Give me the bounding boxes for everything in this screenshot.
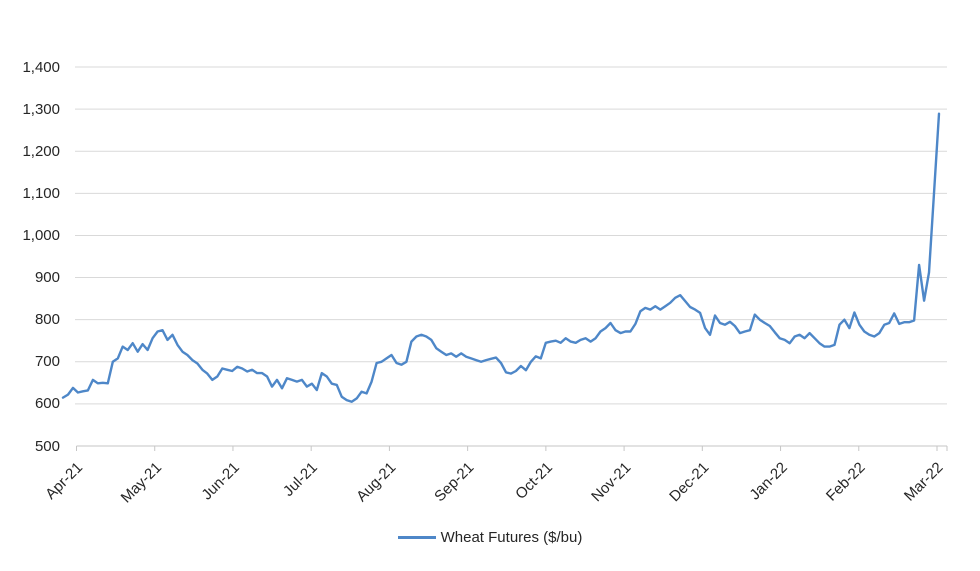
- y-axis-tick-label: 1,300: [22, 100, 60, 118]
- y-axis-tick-label: 700: [34, 353, 60, 371]
- y-axis-tick-label: 900: [34, 269, 60, 287]
- y-axis-tick-label: 1,200: [22, 142, 60, 160]
- legend: Wheat Futures ($/bu): [0, 529, 980, 546]
- y-axis-tick-label: 1,100: [22, 184, 60, 202]
- series-line: [61, 112, 941, 403]
- y-axis-tick-label: 800: [34, 311, 60, 329]
- y-axis-tick-label: 500: [34, 437, 60, 455]
- legend-line-marker: [397, 536, 436, 539]
- y-axis-tick-label: 1,400: [22, 58, 60, 76]
- y-axis-tick-label: 600: [34, 395, 60, 413]
- y-axis-tick-label: 1,000: [22, 226, 60, 244]
- legend-label: Wheat Futures ($/bu): [440, 529, 583, 546]
